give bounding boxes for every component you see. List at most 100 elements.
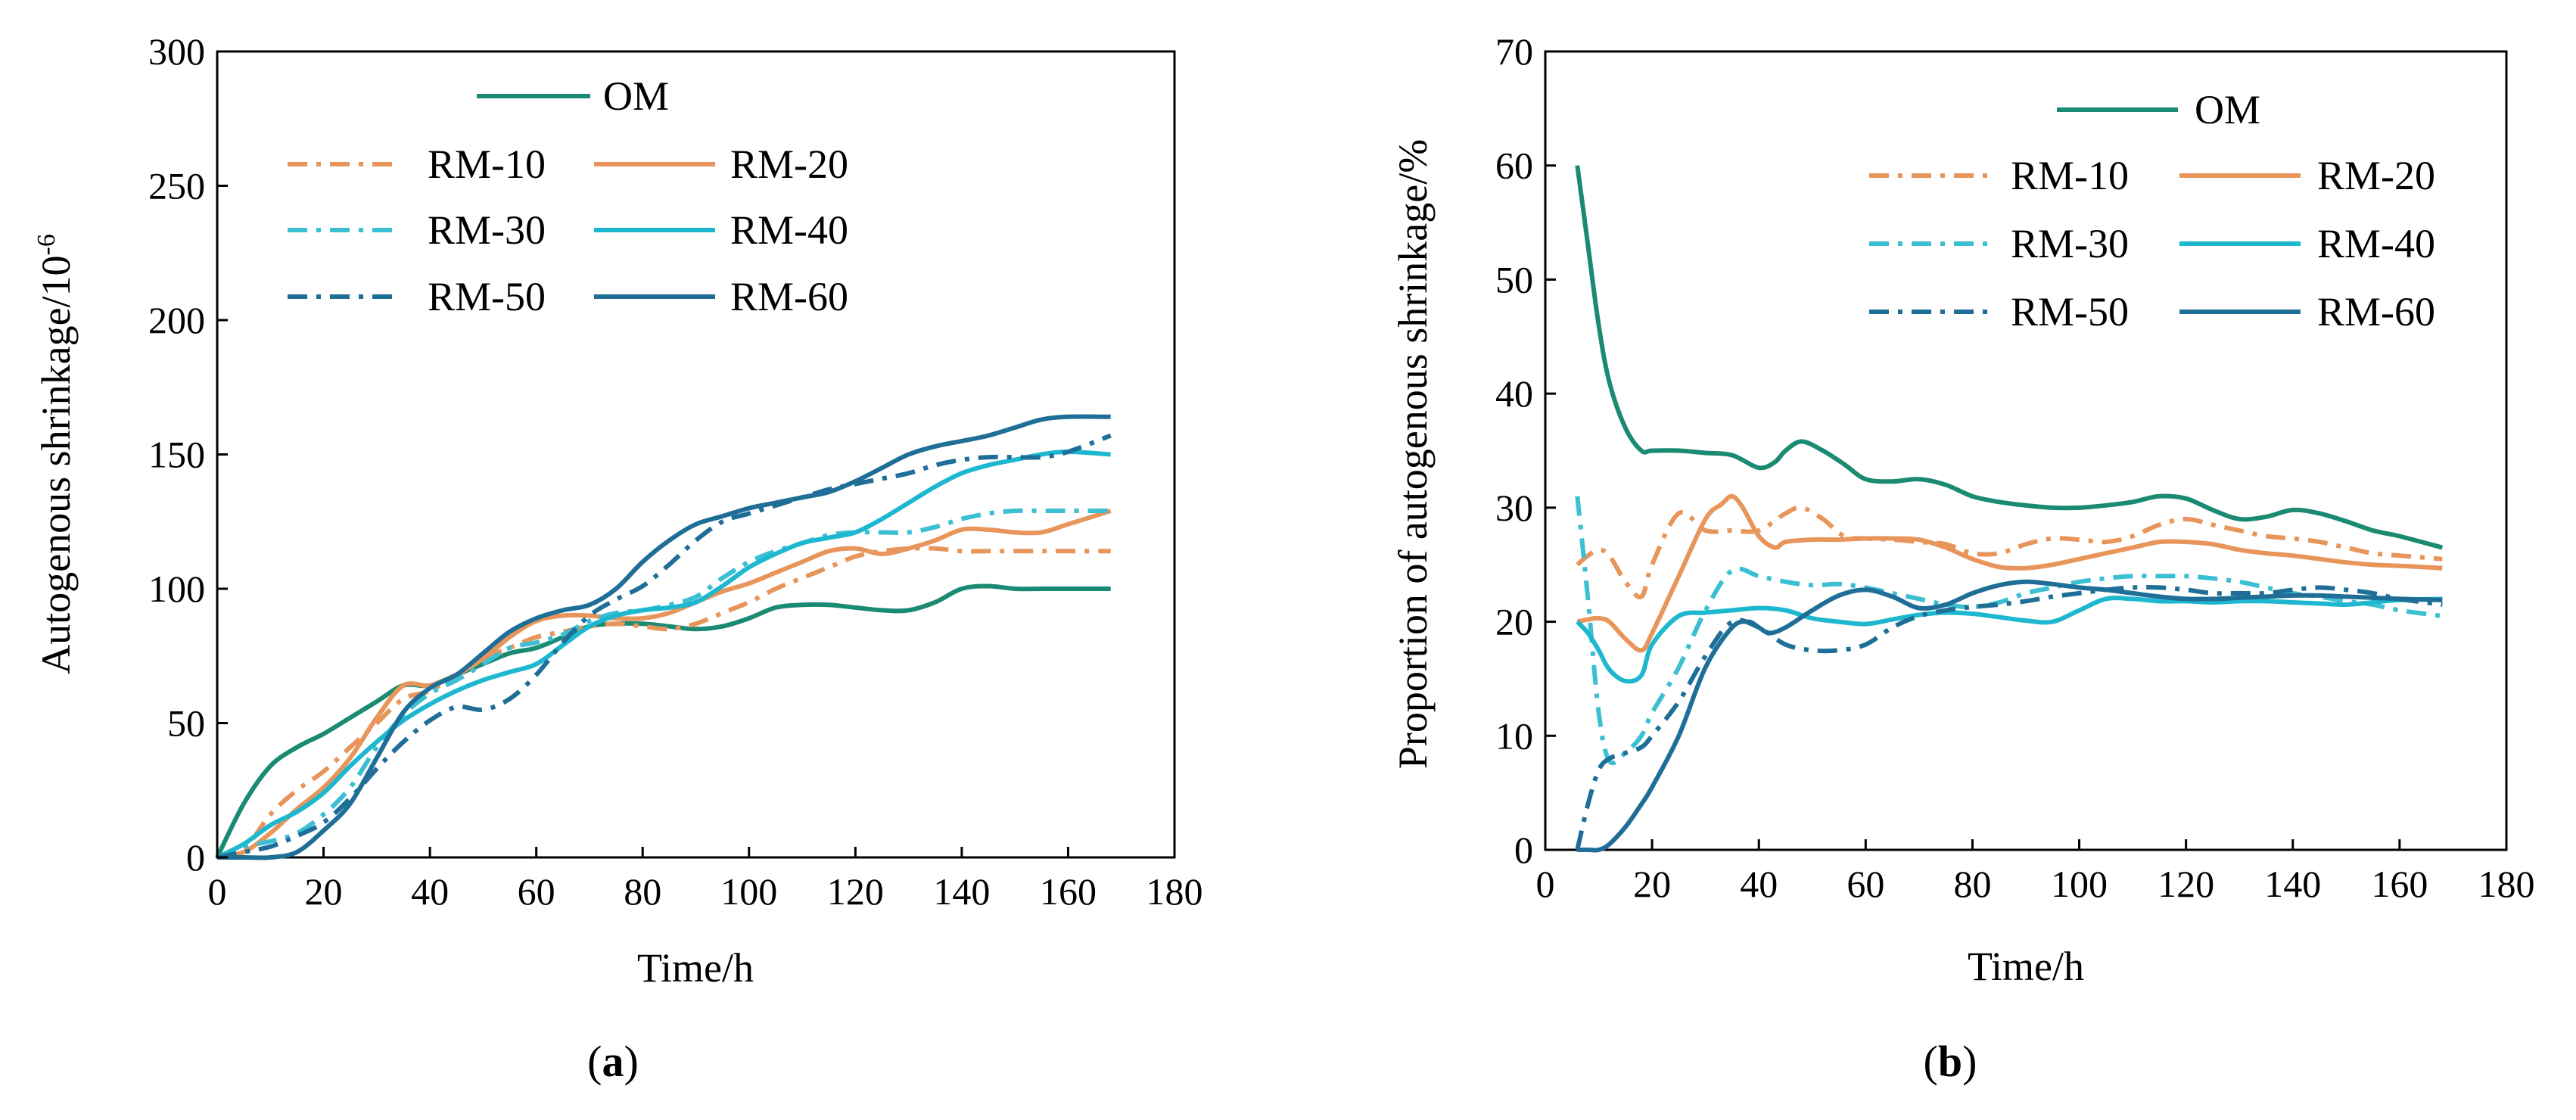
panel-label-b-close: ) <box>1962 1037 1977 1086</box>
x-axis-title-b: Time/h <box>1968 944 2084 989</box>
legend-label: RM-60 <box>730 274 848 319</box>
y-tick-label: 0 <box>186 836 205 879</box>
series-line-rm-40 <box>216 450 1111 860</box>
panel-label-a-open: ( <box>587 1037 602 1086</box>
y-tick-label: 40 <box>1495 372 1533 415</box>
x-tick-label: 40 <box>411 870 449 913</box>
y-axis-title-b: Proportion of autogenous shrinkage/% <box>1390 139 1436 769</box>
y-tick-label: 100 <box>148 568 205 610</box>
series-line-rm-60 <box>1577 579 2443 853</box>
panel-label-a-close: ) <box>624 1037 639 1086</box>
legend-b: OM RM-10 RM-20 RM-30 RM-40 RM-50 RM-60 <box>1869 87 2435 334</box>
x-tick-label: 140 <box>2264 863 2321 905</box>
y-tick-label: 30 <box>1495 487 1533 529</box>
y-tick-label: 250 <box>148 165 205 207</box>
panel-label-b: (b) <box>1924 1037 1977 1086</box>
y-axis-title-a-superscript: -6 <box>33 234 61 255</box>
legend-label: RM-40 <box>730 207 848 253</box>
legend-label: RM-30 <box>428 207 546 253</box>
legend-item-rm-50: RM-50 <box>1869 289 2129 334</box>
legend-item-rm-30: RM-30 <box>288 207 546 253</box>
y-tick-label: 150 <box>148 434 205 476</box>
series-line-rm-10 <box>1576 505 2443 599</box>
y-tick-label: 20 <box>1495 601 1533 643</box>
y-tick-label: 300 <box>148 30 205 73</box>
y-tick-label: 70 <box>1495 30 1533 73</box>
x-tick-label: 0 <box>1536 863 1555 905</box>
series-line-rm-60 <box>217 414 1111 860</box>
x-tick-label: 20 <box>305 870 343 913</box>
x-tick-label: 20 <box>1633 863 1671 905</box>
series-line-rm-10 <box>216 546 1111 860</box>
series-line-om <box>215 583 1111 859</box>
x-tick-label: 0 <box>208 870 227 913</box>
x-tick-label: 120 <box>2158 863 2214 905</box>
x-tick-label: 160 <box>2371 863 2428 905</box>
chart-panel-a: 0 20 40 60 80 100 120 140 160 180 0 50 100 150 200 250… <box>33 30 1203 1086</box>
x-tick-label: 80 <box>1953 863 1991 905</box>
legend-item-om: OM <box>2057 87 2260 132</box>
legend-label: RM-40 <box>2317 221 2435 266</box>
legend-item-rm-10: RM-10 <box>1869 153 2129 198</box>
panel-label-a: (a) <box>587 1037 639 1086</box>
x-tick-label: 60 <box>1846 863 1884 905</box>
legend-label: RM-20 <box>2317 153 2435 198</box>
legend-label: RM-10 <box>2011 153 2129 198</box>
legend-item-om: OM <box>477 73 669 119</box>
x-tick-label: 60 <box>518 870 555 913</box>
y-tick-label: 0 <box>1514 829 1533 871</box>
panel-label-a-letter: a <box>602 1037 624 1086</box>
legend-a: OM RM-10 RM-20 RM-30 RM-40 RM-50 RM-60 <box>288 73 848 319</box>
x-ticks-b: 0 20 40 60 80 100 120 140 160 180 <box>1536 839 2535 905</box>
y-tick-label: 60 <box>1495 145 1533 187</box>
legend-label: RM-50 <box>428 274 546 319</box>
x-tick-label: 100 <box>720 870 777 913</box>
x-tick-label: 40 <box>1740 863 1778 905</box>
series-line-rm-40 <box>1576 596 2443 684</box>
series-layer-b <box>1575 165 2444 853</box>
legend-item-rm-30: RM-30 <box>1869 221 2129 266</box>
legend-item-rm-40: RM-40 <box>594 207 848 253</box>
y-axis-title-a: Autogenous shrinkage/10-6 <box>33 234 79 674</box>
plot-frame-b <box>1544 50 2508 851</box>
legend-item-rm-20: RM-20 <box>2179 153 2435 198</box>
x-tick-label: 160 <box>1040 870 1097 913</box>
series-line-rm-50 <box>216 433 1112 860</box>
chart-panel-b: 0 20 40 60 80 100 120 140 160 180 0 10 20 30 40 50 60 70… <box>1390 30 2535 1086</box>
legend-label: OM <box>603 73 669 119</box>
y-tick-label: 50 <box>1495 258 1533 300</box>
legend-label: RM-30 <box>2011 221 2129 266</box>
y-axis-title-a-main: Autogenous shrinkage/10 <box>33 255 79 674</box>
legend-item-rm-60: RM-60 <box>594 274 848 319</box>
y-tick-label: 200 <box>148 299 205 341</box>
x-tick-label: 80 <box>624 870 661 913</box>
x-tick-label: 180 <box>1146 870 1203 913</box>
legend-item-rm-60: RM-60 <box>2179 289 2435 334</box>
x-tick-label: 100 <box>2051 863 2108 905</box>
x-tick-label: 120 <box>827 870 884 913</box>
legend-label: RM-20 <box>730 142 848 187</box>
legend-label: RM-60 <box>2317 289 2435 334</box>
y-ticks-a: 0 50 100 150 200 250 300 <box>148 30 228 879</box>
y-tick-label: 50 <box>167 702 205 745</box>
panel-label-b-open: ( <box>1924 1037 1938 1086</box>
legend-item-rm-40: RM-40 <box>2179 221 2435 266</box>
x-ticks-a: 0 20 40 60 80 100 120 140 160 180 <box>208 847 1203 913</box>
series-line-rm-20 <box>1576 493 2443 653</box>
y-ticks-b: 0 10 20 30 40 50 60 70 <box>1495 30 1556 871</box>
legend-label: RM-50 <box>2011 289 2129 334</box>
legend-item-rm-50: RM-50 <box>288 274 546 319</box>
series-line-rm-30 <box>1575 496 2443 766</box>
y-tick-label: 10 <box>1495 714 1533 757</box>
legend-label: OM <box>2195 87 2260 132</box>
series-line-om <box>1575 165 2444 550</box>
x-axis-title-a: Time/h <box>637 945 754 991</box>
legend-item-rm-20: RM-20 <box>594 142 848 187</box>
x-tick-label: 180 <box>2478 863 2535 905</box>
legend-item-rm-10: RM-10 <box>288 142 546 187</box>
panel-label-b-letter: b <box>1938 1037 1962 1086</box>
legend-label: RM-10 <box>428 142 546 187</box>
series-line-rm-20 <box>216 509 1112 860</box>
series-layer-a <box>215 414 1112 860</box>
